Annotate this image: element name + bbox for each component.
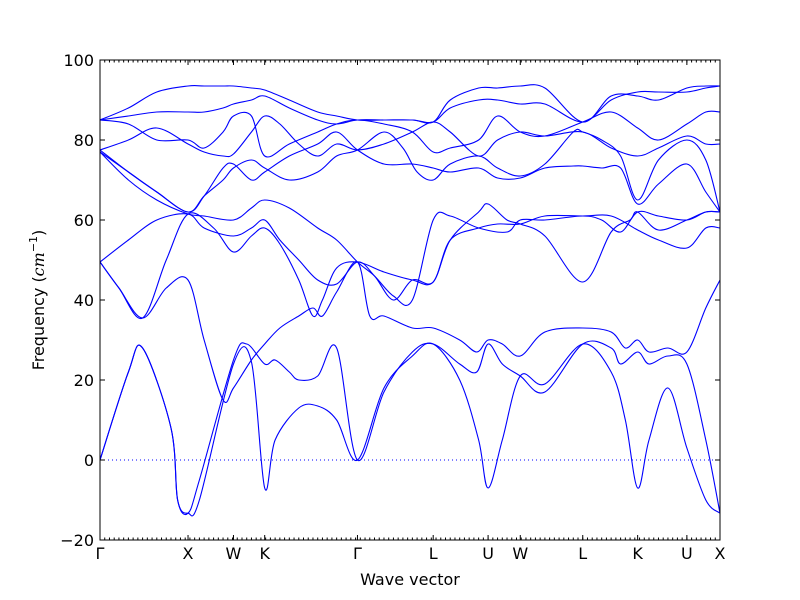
band-10 <box>100 110 720 158</box>
kpoint-label-11: U <box>681 544 693 563</box>
kpoint-label-10: K <box>632 544 643 563</box>
band-12 <box>100 84 720 124</box>
y-axis-label: Frequency (cm−1) <box>27 230 48 371</box>
kpoint-label-5: Γ <box>353 544 362 563</box>
band-1 <box>100 342 720 517</box>
y-axis-label-unit: cm <box>29 252 48 276</box>
kpoint-label-9: L <box>578 544 587 563</box>
kpoint-label-8: W <box>512 544 528 563</box>
band-9 <box>100 115 720 158</box>
kpoint-label-1: Γ <box>96 544 105 563</box>
y-axis-label-exponent: −1 <box>27 236 40 252</box>
kpoint-label-3: W <box>226 544 242 563</box>
y-tick-label: 60 <box>74 211 94 230</box>
plot-frame <box>99 59 721 541</box>
band-5 <box>100 213 720 301</box>
kpoint-label-2: X <box>183 544 194 563</box>
kpoint-label-4: K <box>259 544 270 563</box>
band-2 <box>100 340 720 516</box>
x-axis-label: Wave vector <box>360 570 460 589</box>
kpoint-label-12: X <box>715 544 726 563</box>
band-6 <box>100 151 720 306</box>
band-11 <box>100 85 720 125</box>
y-axis-label-text: Frequency ( <box>29 276 48 370</box>
band-4 <box>100 203 720 319</box>
band-3 <box>100 261 720 403</box>
y-tick-label: 20 <box>74 371 94 390</box>
y-tick-label: 40 <box>74 291 94 310</box>
band-8 <box>100 128 720 213</box>
y-axis-label-close: ) <box>29 230 48 236</box>
y-tick-label: −20 <box>60 531 94 550</box>
band-7 <box>100 131 720 213</box>
axis-ticks <box>99 59 721 541</box>
kpoint-label-7: U <box>482 544 494 563</box>
y-tick-label: 0 <box>84 451 94 470</box>
y-tick-label: 80 <box>74 131 94 150</box>
phonon-bands <box>100 84 720 517</box>
y-tick-label: 100 <box>63 51 94 70</box>
y-tick-labels: −20 0 20 40 60 80 100 <box>60 51 94 550</box>
kpoint-label-6: L <box>429 544 438 563</box>
